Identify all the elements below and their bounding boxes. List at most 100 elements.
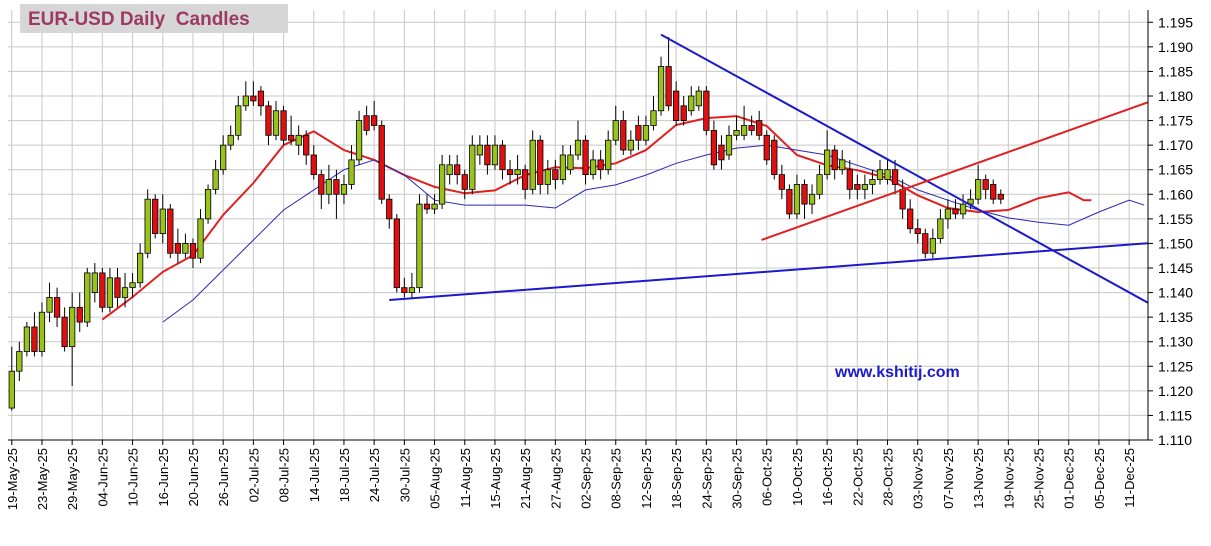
- candle-body: [748, 125, 755, 131]
- candle-body: [990, 184, 997, 200]
- candle-body: [582, 139, 589, 176]
- x-tick-label: 26-Jun-25: [216, 448, 231, 507]
- x-tick-label: 16-Oct-25: [820, 448, 835, 506]
- x-tick-label: 30-Sep-25: [730, 448, 745, 509]
- candle-body: [597, 159, 604, 171]
- candle-body: [824, 149, 831, 176]
- candle-body: [363, 115, 370, 131]
- x-tick-label: 24-Sep-25: [699, 448, 714, 509]
- y-tick-label: 1.110: [1158, 432, 1192, 448]
- candle-body: [318, 174, 325, 195]
- x-tick-label: 28-Oct-25: [881, 448, 896, 506]
- candle-body: [620, 120, 627, 151]
- x-tick-label: 27-Aug-25: [548, 448, 563, 509]
- candle-body: [38, 311, 46, 352]
- candle-body: [76, 306, 83, 323]
- y-tick-label: 1.145: [1158, 260, 1193, 276]
- candle-body: [929, 238, 936, 254]
- candle-body: [861, 184, 869, 190]
- candle-body: [469, 144, 476, 190]
- candle-body: [937, 218, 944, 239]
- candles: [8, 37, 1004, 411]
- candle-body: [152, 198, 159, 234]
- x-tick-label: 14-Jul-25: [307, 448, 322, 502]
- candle-body: [552, 169, 559, 180]
- candle-body: [438, 164, 446, 205]
- candle-body: [182, 243, 189, 254]
- candle-body: [952, 208, 959, 215]
- y-tick-label: 1.120: [1158, 383, 1193, 399]
- candle-body: [673, 90, 680, 121]
- candle-body: [144, 198, 151, 254]
- candle-body: [446, 164, 453, 176]
- candle-body: [174, 243, 181, 254]
- candle-body: [771, 139, 778, 176]
- y-tick-label: 1.180: [1158, 88, 1193, 104]
- candle-body: [922, 233, 929, 254]
- candle-body: [899, 188, 906, 210]
- candle-body: [522, 169, 529, 190]
- candle-body: [31, 326, 38, 352]
- candle-body: [46, 297, 53, 313]
- candle-body: [733, 129, 740, 136]
- x-tick-label: 10-Oct-25: [790, 448, 805, 506]
- title-box: [20, 4, 288, 33]
- candle-body: [514, 169, 521, 176]
- candle-body: [159, 208, 166, 234]
- trend-line: [761, 101, 1148, 241]
- chart-title: EUR-USD Daily Candles: [28, 9, 250, 30]
- candle-body: [401, 287, 408, 293]
- x-tick-label: 03-Nov-25: [911, 448, 926, 509]
- y-tick-label: 1.130: [1158, 334, 1193, 350]
- candle-body: [589, 159, 597, 176]
- candle-body: [454, 164, 461, 176]
- candle-body: [544, 169, 551, 185]
- trend-lines: [389, 33, 1148, 304]
- candle-body: [816, 174, 823, 195]
- x-tick-label: 20-Jun-25: [186, 448, 201, 507]
- candle-body: [695, 90, 702, 107]
- x-tick-label: 24-Jul-25: [367, 448, 382, 502]
- candle-body: [740, 125, 748, 136]
- candle-body: [484, 144, 491, 166]
- x-tick-label: 19-May-25: [5, 448, 20, 510]
- candle-body: [197, 218, 204, 259]
- candle-body: [801, 184, 808, 205]
- candle-body: [61, 316, 68, 348]
- candle-body: [287, 134, 295, 141]
- x-tick-label: 18-Sep-25: [669, 448, 684, 509]
- candle-body: [303, 134, 310, 156]
- candle-body: [121, 287, 129, 298]
- candle-body: [129, 282, 136, 289]
- candle-body: [431, 203, 438, 210]
- candle-body: [793, 184, 801, 215]
- x-tick-label: 19-Nov-25: [1001, 448, 1016, 509]
- candle-body: [688, 95, 695, 112]
- candle-body: [212, 169, 219, 190]
- y-tick-label: 1.195: [1158, 14, 1193, 30]
- trend-line: [389, 242, 1148, 301]
- y-tick-label: 1.135: [1158, 309, 1193, 325]
- x-tick-label: 02-Sep-25: [579, 448, 594, 509]
- candle-body: [333, 179, 340, 195]
- candle-body: [657, 66, 665, 112]
- candle-body: [635, 125, 642, 141]
- candle-body: [371, 115, 378, 126]
- candle-body: [499, 144, 506, 171]
- candle-body: [710, 129, 718, 166]
- trend-line: [660, 33, 1148, 304]
- y-tick-label: 1.185: [1158, 63, 1193, 79]
- candle-body: [8, 370, 15, 409]
- candle-body: [69, 306, 76, 348]
- candle-body: [53, 297, 61, 318]
- x-tick-label: 22-Oct-25: [850, 448, 865, 506]
- candle-body: [869, 179, 876, 185]
- x-tick-label: 04-Jun-25: [95, 448, 110, 507]
- x-tick-label: 18-Jul-25: [337, 448, 352, 502]
- candle-body: [506, 169, 514, 176]
- x-tick-label: 05-Aug-25: [428, 448, 443, 509]
- candle-body: [778, 174, 785, 190]
- y-tick-label: 1.155: [1158, 211, 1193, 227]
